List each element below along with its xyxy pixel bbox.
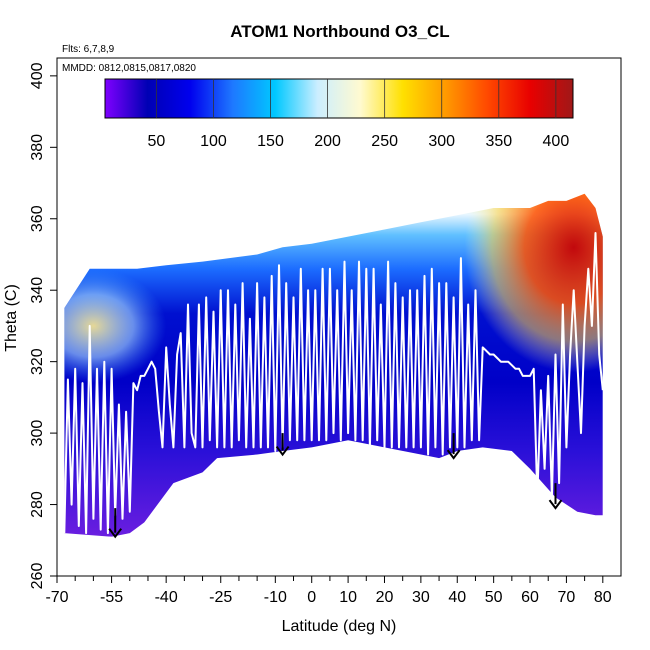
y-tick-label: 300 [29, 420, 46, 447]
plot-frame [56, 57, 622, 577]
x-tick-label: 80 [594, 589, 612, 606]
x-tick-label: 50 [485, 589, 503, 606]
profile-arrowhead-2 [446, 449, 461, 460]
x-tick-label: 0 [307, 589, 316, 606]
x-tick-label: 60 [521, 589, 539, 606]
y-axis-label: Theta (C) [3, 284, 20, 352]
y-tick-label: 360 [29, 205, 46, 232]
profile-arrowhead-0 [108, 528, 123, 539]
colorbar-tick-label-400: 400 [543, 133, 570, 150]
colorbar-tick-label-100: 100 [200, 133, 227, 150]
y-tick-label: 340 [29, 277, 46, 304]
x-tick-label: -70 [45, 589, 68, 606]
x-tick-label: 10 [339, 589, 357, 606]
x-tick-label: -55 [100, 589, 123, 606]
x-tick-label: 20 [376, 589, 394, 606]
colorbar-tick-label-200: 200 [314, 133, 341, 150]
colorbar-tick-label-350: 350 [485, 133, 512, 150]
annotation-flights: Flts: 6,7,8,9 [62, 44, 115, 55]
y-tick-label: 380 [29, 134, 46, 161]
x-tick-label: -10 [264, 589, 287, 606]
y-tick-label: 320 [29, 348, 46, 375]
annotation-dates: MMDD: 0812,0815,0817,0820 [62, 63, 196, 74]
colorbar-tick-label-50: 50 [147, 133, 165, 150]
y-tick-label: 280 [29, 491, 46, 518]
y-axis: 260 280 300 320 340 360 380 400 [29, 62, 57, 589]
x-axis: -70 -55 -40 -25 -10 0 10 20 30 40 50 60 70 80 [45, 576, 612, 606]
colorbar-tick-label-250: 250 [371, 133, 398, 150]
arctic-high-ozone-region [464, 193, 603, 373]
profile-arrows [108, 433, 563, 539]
colorbar-tick-label-150: 150 [257, 133, 284, 150]
x-tick-label: 30 [412, 589, 430, 606]
x-axis-label: Latitude (deg N) [282, 618, 397, 635]
y-tick-label: 400 [29, 62, 46, 89]
chart-title: ATOM1 Northbound O3_CL [230, 22, 449, 41]
colorbar-ticks: 50 100 150 200 250 300 350 400 [147, 79, 569, 150]
colorbar-scale [104, 78, 574, 119]
x-tick-label: 70 [558, 589, 576, 606]
colorbar-tick-label-300: 300 [428, 133, 455, 150]
flight-track [63, 232, 604, 535]
profile-arrowhead-3 [548, 499, 563, 510]
y-tick-label: 260 [29, 563, 46, 590]
x-tick-label: 40 [448, 589, 466, 606]
x-tick-label: -40 [155, 589, 178, 606]
colorbar: 50 100 150 200 250 300 350 400 [104, 78, 574, 150]
profile-arrowhead-1 [275, 445, 290, 457]
x-tick-label: -25 [209, 589, 232, 606]
southern-midlevel-ozone-region [64, 268, 167, 384]
